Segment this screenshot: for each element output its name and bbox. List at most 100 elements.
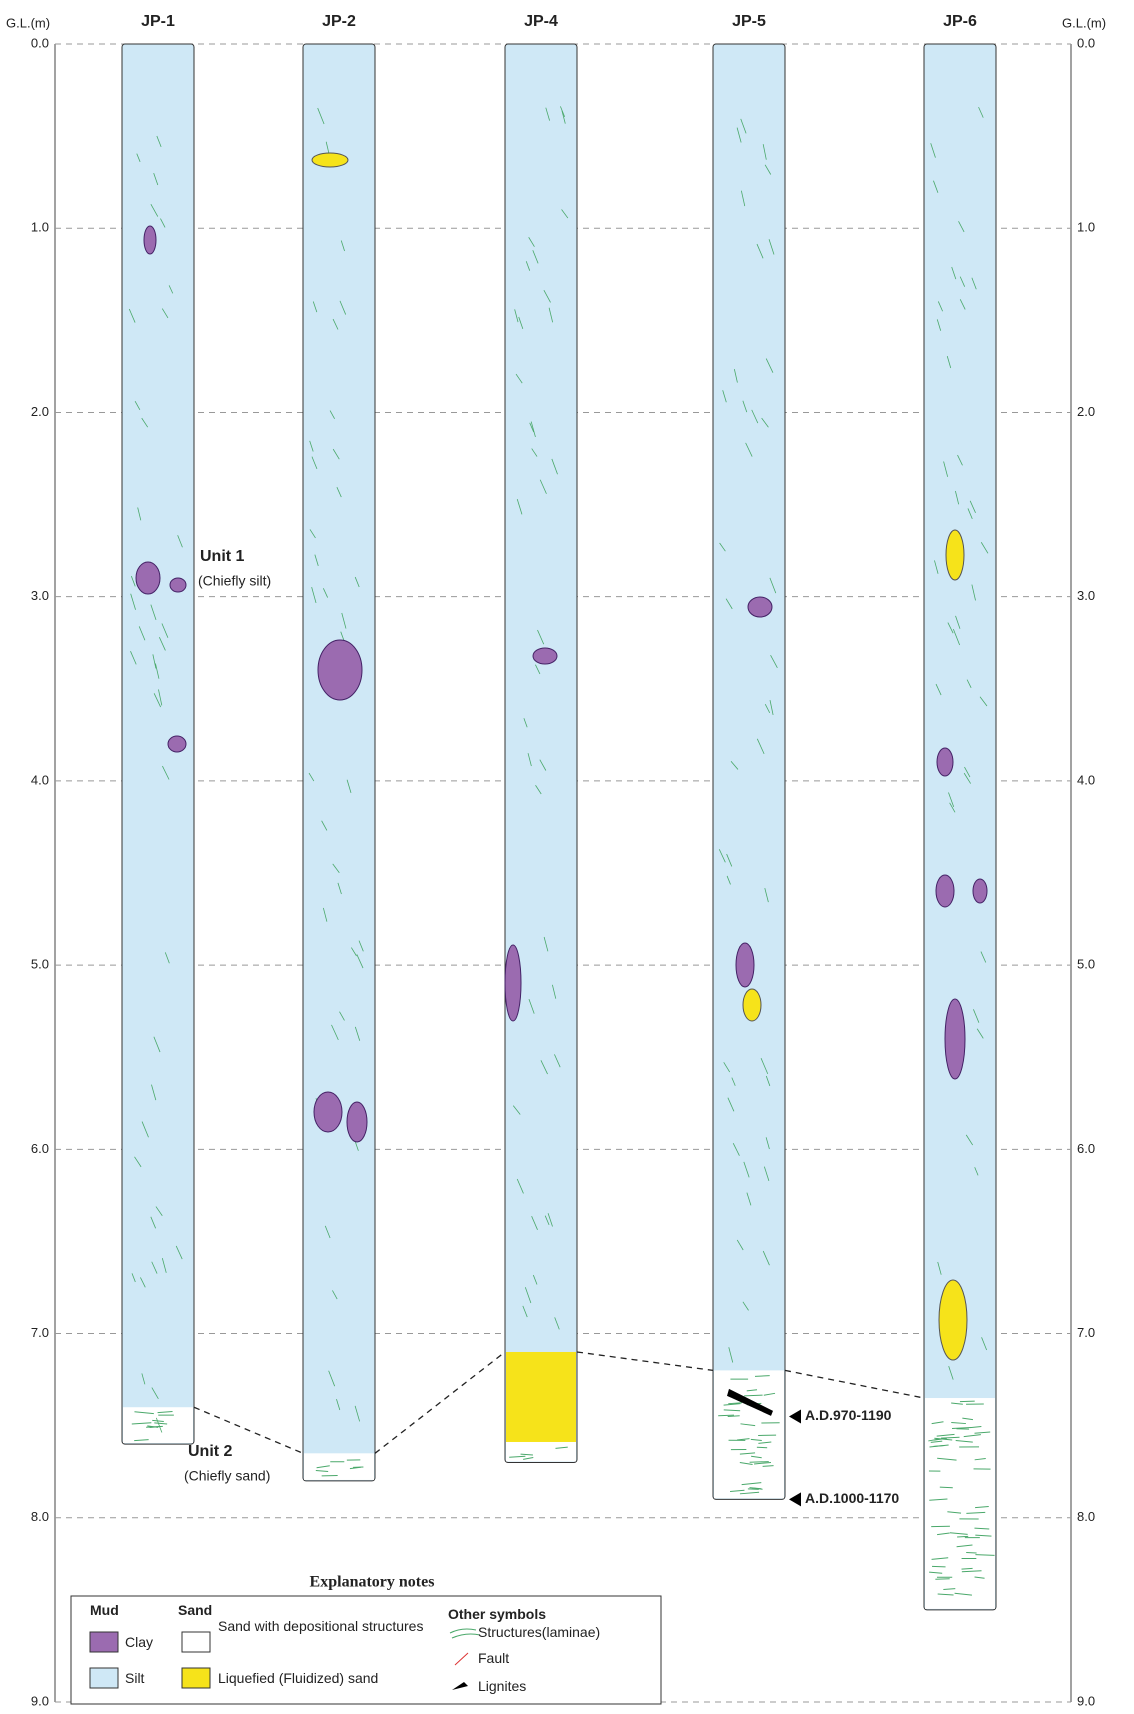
- depth-label: 9.0: [1077, 1693, 1095, 1708]
- lamina: [340, 631, 345, 641]
- lamina: [764, 704, 771, 714]
- core-label: JP-5: [732, 13, 766, 30]
- clay: [936, 747, 954, 777]
- clay: [135, 561, 161, 595]
- clay: [317, 639, 363, 701]
- lamina: [963, 772, 971, 784]
- legend-item: Silt: [125, 1670, 145, 1686]
- lamina: [531, 448, 538, 457]
- lamina: [332, 863, 340, 873]
- lamina: [161, 623, 169, 638]
- lamina: [141, 1121, 149, 1138]
- lamina: [524, 1287, 532, 1304]
- lamina: [316, 1465, 330, 1469]
- lamina: [934, 560, 939, 574]
- unit-description: (Chiefly sand): [184, 1468, 270, 1484]
- lamina: [951, 1402, 963, 1405]
- date-label: A.D.1000-1170: [805, 1490, 899, 1506]
- lamina: [768, 239, 775, 255]
- lamina: [933, 180, 939, 193]
- lamina: [741, 1482, 762, 1486]
- lamina: [134, 1439, 149, 1442]
- core-label: JP-4: [524, 13, 558, 30]
- lamina: [130, 593, 136, 610]
- lamina: [936, 1433, 955, 1437]
- lamina: [928, 1438, 939, 1442]
- lamina: [130, 575, 136, 587]
- lamina: [726, 875, 731, 885]
- legend-heading: Mud: [90, 1602, 119, 1618]
- lamina: [151, 1084, 157, 1101]
- lamina: [751, 1455, 762, 1459]
- lamina: [742, 400, 748, 413]
- core-silt: [712, 43, 786, 1500]
- lamina: [956, 1544, 973, 1548]
- lamina: [151, 1261, 158, 1274]
- lamina: [150, 604, 157, 621]
- lamina: [964, 766, 971, 778]
- lamina: [966, 1551, 977, 1554]
- lamina: [528, 998, 535, 1014]
- lamina: [723, 1409, 741, 1412]
- depth-label: 5.0: [1077, 957, 1095, 972]
- lamina: [160, 218, 166, 228]
- clay: [532, 647, 558, 665]
- lamina: [529, 422, 535, 433]
- lamina: [754, 1375, 770, 1377]
- core-silt: [302, 43, 376, 1482]
- lamina: [131, 1422, 152, 1425]
- lamina: [719, 542, 726, 552]
- lamina: [980, 542, 989, 554]
- lamina: [523, 1456, 534, 1460]
- lamina: [739, 1452, 756, 1455]
- lamina: [322, 907, 328, 922]
- lamina: [752, 1487, 763, 1490]
- depth-label: 1.0: [31, 220, 49, 235]
- lamina: [154, 1422, 168, 1425]
- unit-boundary-correlation: [784, 1369, 925, 1399]
- lamina: [356, 954, 364, 969]
- lamina: [543, 290, 551, 303]
- legend-item: Liquefied (Fluidized) sand: [218, 1670, 379, 1686]
- lamina: [974, 1431, 991, 1434]
- lamina: [743, 1161, 750, 1178]
- liquefied-sand: [945, 529, 965, 581]
- core-sand: [925, 1398, 995, 1609]
- lamina: [936, 319, 942, 331]
- lamina: [974, 1576, 985, 1579]
- depth-label: 9.0: [31, 1693, 49, 1708]
- lamina: [146, 1425, 163, 1428]
- lamina: [769, 700, 774, 716]
- liquefied-sand: [938, 1279, 968, 1361]
- lamina: [308, 772, 315, 782]
- lamina: [937, 1261, 942, 1275]
- lamina: [930, 143, 936, 158]
- lamina: [153, 1036, 161, 1053]
- lamina: [971, 584, 976, 601]
- lamina: [532, 1274, 538, 1285]
- lamina: [140, 1277, 146, 1288]
- depth-label: 3.0: [1077, 588, 1095, 603]
- lamina: [974, 1167, 979, 1176]
- depth-label: 4.0: [31, 772, 49, 787]
- lamina: [747, 1488, 759, 1490]
- date-marker: [789, 1409, 801, 1424]
- lamina: [539, 479, 547, 494]
- lamina: [337, 882, 342, 895]
- lamina: [153, 172, 159, 186]
- lamina: [151, 1387, 159, 1400]
- lamina: [736, 1438, 750, 1441]
- lamina: [769, 577, 777, 594]
- lamina: [155, 1206, 163, 1216]
- lamina: [959, 299, 966, 310]
- lamina: [730, 1489, 745, 1493]
- lamina: [751, 409, 759, 424]
- lamina: [158, 637, 166, 651]
- core-label: JP-1: [141, 13, 175, 30]
- legend-item: Clay: [125, 1634, 154, 1650]
- lamina: [153, 693, 162, 708]
- lamina: [332, 448, 340, 460]
- lamina: [732, 1143, 740, 1156]
- legend-item: Structures(laminae): [478, 1624, 601, 1640]
- lamina: [961, 1570, 982, 1573]
